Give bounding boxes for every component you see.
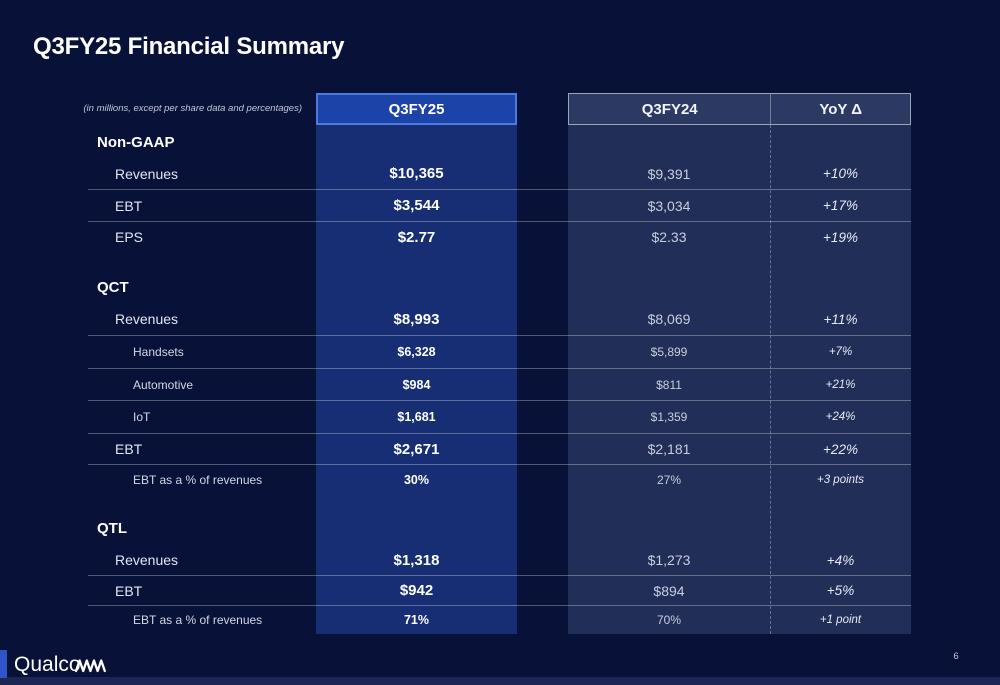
value-q3fy24: $1,273	[647, 552, 691, 568]
column-header-q3fy24: Q3FY24	[641, 100, 698, 118]
column-dashed-divider	[770, 125, 771, 634]
section-header-qtl: QTL	[97, 519, 127, 537]
value-q3fy25: $1,681	[397, 410, 436, 424]
table-row: EBT as a % of revenues 71% 70% +1 point	[88, 605, 911, 634]
section-header-qct: QCT	[97, 278, 129, 296]
value-yoy: +11%	[823, 311, 858, 327]
row-label: Revenues	[115, 311, 179, 327]
row-label: Automotive	[133, 377, 194, 392]
table-row: Revenues $8,993 $8,069 +11%	[88, 303, 911, 335]
column-header-q3fy25: Q3FY25	[316, 93, 517, 125]
value-q3fy25: $984	[402, 377, 431, 392]
value-yoy: +4%	[826, 552, 855, 568]
section-header-non-gaap: Non-GAAP	[97, 133, 175, 151]
units-note: (in millions, except per share data and …	[83, 103, 302, 114]
value-q3fy25: $8,993	[393, 310, 440, 328]
value-yoy: +3 points	[817, 473, 864, 486]
value-q3fy24: $1,359	[650, 410, 688, 424]
value-q3fy25: $6,328	[397, 345, 436, 359]
value-yoy: +24%	[825, 411, 856, 423]
table-row: EBT as a % of revenues 30% 27% +3 points	[88, 464, 911, 494]
value-q3fy24: 70%	[656, 613, 682, 627]
column-header-yoy: YoY Δ	[770, 94, 910, 124]
row-label: IoT	[133, 410, 151, 424]
table-row: Revenues $10,365 $9,391 +10%	[88, 158, 911, 189]
value-yoy: +19%	[823, 229, 858, 245]
row-label: EBT as a % of revenues	[133, 613, 263, 627]
value-q3fy24: $9,391	[647, 165, 691, 182]
table-row: EBT $942 $894 +5%	[88, 575, 911, 605]
value-q3fy25: $1,318	[393, 551, 440, 569]
row-label: Revenues	[115, 552, 179, 568]
footer-accent-bar	[0, 650, 7, 678]
value-yoy: +17%	[823, 198, 858, 213]
value-q3fy25: $3,544	[393, 197, 440, 214]
table-row: Revenues $1,318 $1,273 +4%	[88, 545, 911, 575]
page-number: 6	[953, 651, 959, 662]
value-yoy: +22%	[823, 441, 858, 457]
value-q3fy25: $2.77	[397, 228, 436, 246]
table-row: Handsets $6,328 $5,899 +7%	[88, 335, 911, 368]
comparison-columns-background	[568, 125, 911, 634]
column-header-group: Q3FY24 YoY Δ	[568, 93, 911, 125]
value-yoy: +7%	[828, 346, 853, 358]
qualcomm-logo: Qualco	[14, 651, 110, 682]
value-q3fy25: $10,365	[389, 165, 444, 182]
value-yoy: +5%	[826, 583, 855, 598]
q3fy25-column-background	[316, 125, 517, 634]
table-row: IoT $1,681 $1,359 +24%	[88, 400, 911, 433]
table-row: Automotive $984 $811 +21%	[88, 368, 911, 400]
row-label: Revenues	[115, 165, 179, 182]
row-label: EBT	[115, 441, 143, 457]
table-row: EBT $3,544 $3,034 +17%	[88, 189, 911, 221]
value-q3fy24: 27%	[656, 472, 682, 487]
svg-text:Qualco: Qualco	[14, 653, 81, 676]
value-q3fy25: 30%	[403, 472, 430, 487]
value-q3fy24: $894	[653, 582, 685, 599]
table-row: EPS $2.77 $2.33 +19%	[88, 221, 911, 252]
value-q3fy24: $2.33	[651, 229, 687, 245]
value-q3fy25: 71%	[403, 613, 430, 627]
row-label: EBT	[115, 582, 143, 599]
value-q3fy24: $811	[656, 377, 682, 392]
value-q3fy24: $8,069	[647, 311, 691, 327]
value-q3fy24: $2,181	[647, 441, 691, 457]
table-row: EBT $2,671 $2,181 +22%	[88, 433, 911, 464]
row-label: EBT	[115, 197, 143, 214]
row-label: EPS	[115, 229, 144, 245]
value-yoy: +10%	[823, 166, 858, 181]
value-q3fy24: $5,899	[650, 345, 688, 359]
value-yoy: +21%	[825, 378, 856, 391]
value-q3fy24: $3,034	[647, 197, 691, 214]
row-label: Handsets	[133, 345, 184, 359]
row-label: EBT as a % of revenues	[133, 472, 263, 487]
value-q3fy25: $2,671	[393, 440, 440, 458]
value-q3fy25: $942	[399, 582, 434, 599]
value-yoy: +1 point	[819, 614, 862, 626]
footer-strip	[0, 677, 1000, 685]
page-title: Q3FY25 Financial Summary	[33, 33, 345, 60]
